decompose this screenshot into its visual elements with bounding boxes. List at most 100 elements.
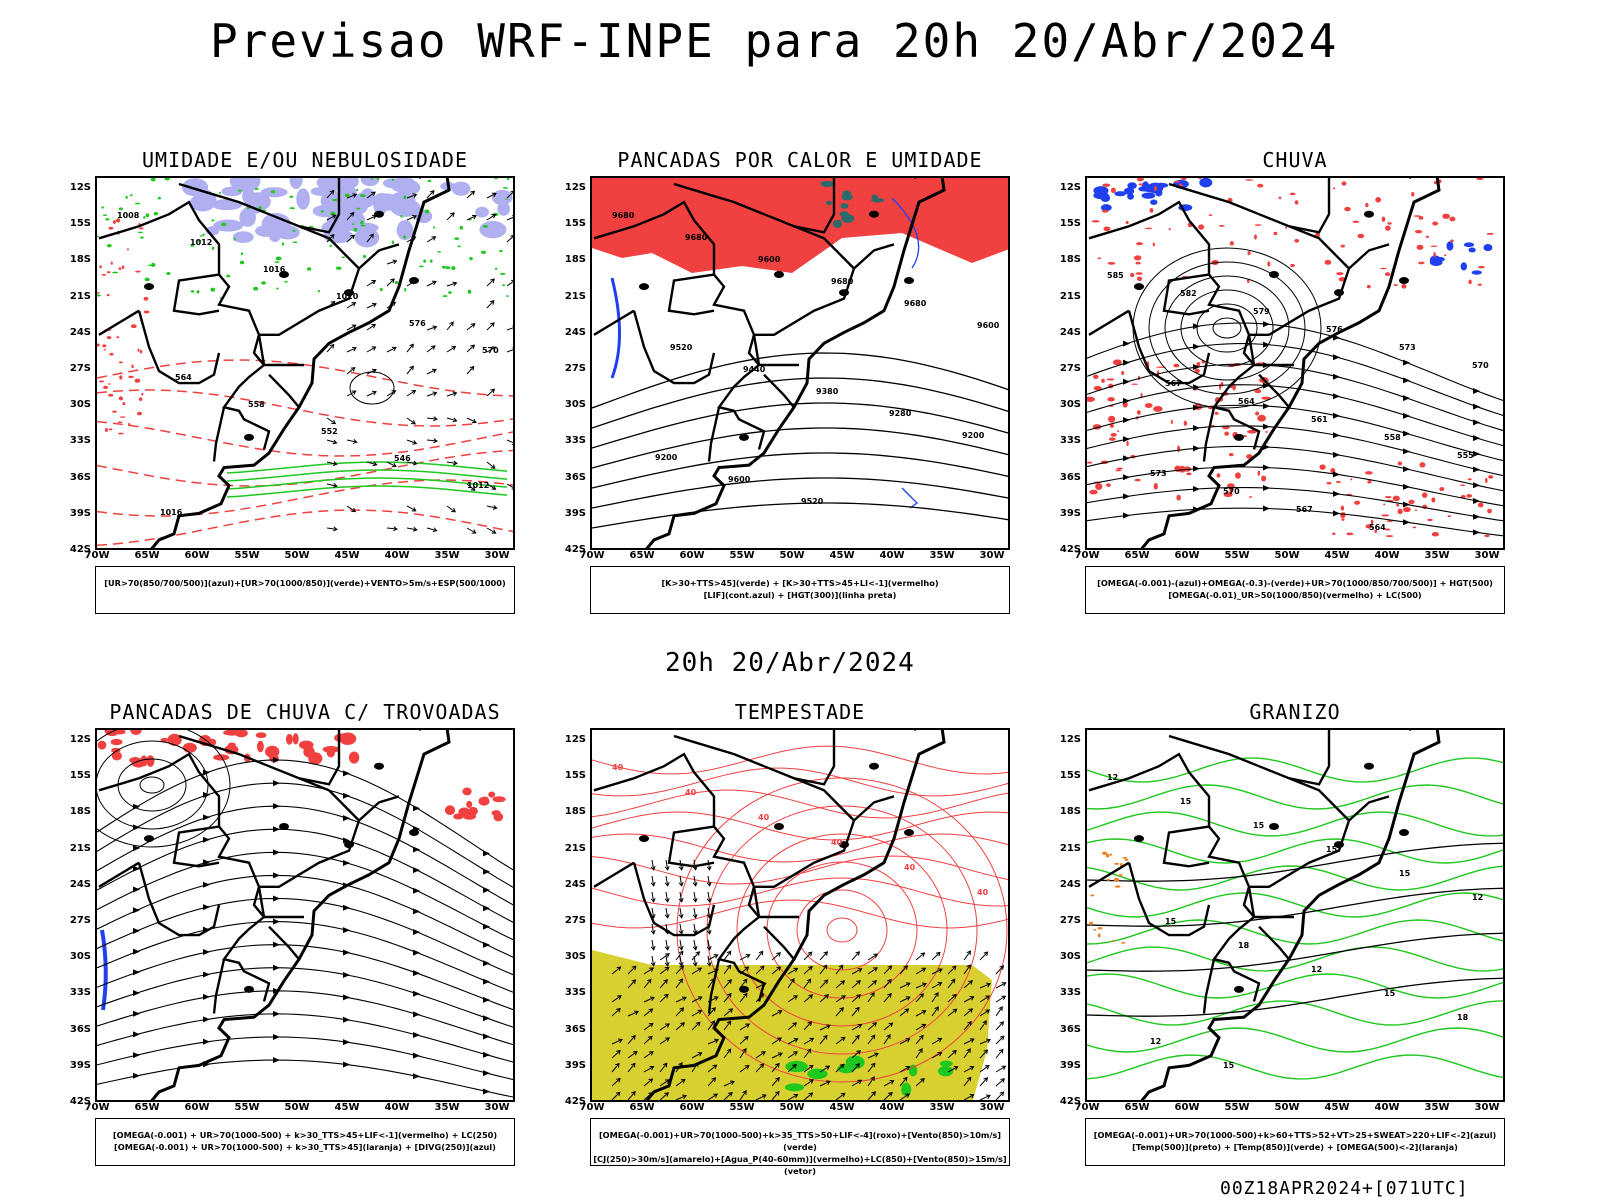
wind-vector — [888, 1022, 894, 1028]
streamline — [97, 828, 513, 923]
omega-area-orange — [1097, 927, 1103, 930]
humidity-area-red — [101, 273, 107, 276]
jet-area-yellow — [592, 950, 992, 1100]
wind-vector — [819, 964, 828, 975]
contour-label: 15 — [1180, 797, 1192, 806]
wind-vector — [937, 968, 943, 973]
rain-area-blue — [1093, 191, 1109, 200]
wind-vector — [664, 881, 670, 887]
humidity-area-green — [196, 239, 202, 242]
map-canvas: 5855825795765735705675645615585555735705… — [1087, 178, 1503, 548]
wind-vector — [432, 325, 438, 331]
wind-vector — [966, 1048, 971, 1053]
rain-area-red — [1121, 370, 1125, 376]
wind-vector — [631, 965, 637, 971]
wind-vector — [899, 982, 911, 989]
longitude-tick-label: 35W — [1424, 1102, 1450, 1113]
wind-vector — [346, 193, 357, 199]
latitude-tick-label: 21S — [1059, 290, 1081, 302]
wind-vector — [873, 1052, 879, 1058]
wind-vector — [506, 483, 513, 488]
lifted-index-contour — [891, 197, 920, 269]
rain-area-red — [1324, 259, 1332, 265]
omega-area-orange — [1124, 858, 1129, 861]
streamline-arrowhead — [203, 1038, 210, 1045]
humidity-area-green — [459, 225, 464, 230]
longitude-tick-label: 40W — [1374, 1102, 1400, 1113]
temperature-850-contour — [1087, 1000, 1503, 1026]
wind-vector — [675, 965, 684, 975]
rain-area-red — [1447, 515, 1452, 518]
wind-vector — [822, 964, 828, 970]
rain-area-red — [1384, 528, 1391, 531]
wind-vector — [331, 419, 337, 425]
latitude-tick-label: 15S — [564, 770, 586, 782]
wind-vector — [470, 344, 476, 350]
latitude-axis: 12S 15S 18S 21S 24S 27S 30S 33S 36S 39S 42S — [560, 176, 588, 555]
rain-area-red — [1174, 180, 1180, 183]
wind-vector — [451, 346, 457, 351]
wind-vector — [759, 965, 765, 971]
humidity-area-green — [494, 267, 498, 270]
rain-area-red — [1177, 445, 1180, 453]
contour-label: 576 — [409, 319, 426, 328]
latitude-tick-label: 33S — [564, 435, 586, 447]
streamline-arrowhead — [483, 1070, 490, 1077]
state-border — [707, 406, 721, 462]
wind-vector — [695, 951, 701, 956]
storm-area-red — [334, 733, 350, 743]
wind-vector — [952, 1049, 957, 1055]
rain-area-red — [1381, 216, 1386, 222]
wind-vector — [693, 939, 697, 950]
wind-vector — [429, 190, 435, 195]
rain-area-red — [1133, 255, 1142, 261]
humidity-area-green — [457, 245, 461, 248]
wind-vector — [665, 875, 669, 886]
rain-area-red — [1401, 283, 1407, 289]
rain-area-red — [1278, 196, 1282, 200]
rain-area-red — [1257, 414, 1266, 422]
rain-area-red — [1477, 283, 1482, 286]
humidity-area-green — [451, 266, 456, 271]
wind-vector — [793, 1038, 799, 1043]
rain-area-red — [1340, 244, 1345, 248]
latitude-tick-label: 39S — [564, 507, 586, 519]
rain-area-blue — [1429, 258, 1443, 266]
wind-vector — [1001, 982, 1007, 987]
wind-vector — [707, 955, 711, 966]
wind-vector — [726, 964, 732, 970]
height-contour — [592, 502, 1008, 529]
longitude-tick-label: 40W — [384, 1102, 410, 1113]
legend-line: [OMEGA(-0.001) + UR>70(1000-500) + k>30_… — [112, 1130, 498, 1140]
wind-vector — [426, 236, 436, 243]
storm-area-red — [492, 796, 506, 803]
wind-vector — [809, 1079, 814, 1084]
longitude-tick-label: 50W — [1274, 550, 1300, 561]
streamline-arrowhead — [203, 814, 210, 821]
lake-outline — [344, 841, 354, 849]
streamline-arrowhead — [273, 1033, 280, 1040]
rain-area-red — [1421, 492, 1428, 498]
contour-label: 546 — [394, 454, 411, 463]
wind-vector — [692, 913, 698, 919]
wind-vector — [883, 979, 892, 989]
wind-vector — [819, 1080, 831, 1087]
omega-area-orange — [1102, 851, 1107, 855]
humidity-area-green — [274, 261, 280, 263]
latitude-tick-label: 30S — [1059, 399, 1081, 411]
latitude-tick-label: 36S — [69, 471, 91, 483]
wind-vector — [744, 1064, 750, 1070]
humidity-area-green — [289, 195, 294, 198]
humidity-area-green — [363, 254, 366, 259]
wind-vector — [452, 391, 458, 397]
streamline — [1087, 466, 1503, 507]
wind-vector — [920, 952, 926, 957]
streamline-arrowhead — [203, 971, 210, 978]
wind-vector — [899, 1038, 910, 1045]
longitude-tick-label: 30W — [1474, 550, 1500, 561]
contour-label: 15 — [1253, 821, 1265, 830]
humidity-area-red — [141, 392, 144, 396]
state-border — [1348, 243, 1390, 270]
streamline-arrowhead — [133, 1010, 140, 1017]
wind-vector — [777, 1010, 783, 1015]
